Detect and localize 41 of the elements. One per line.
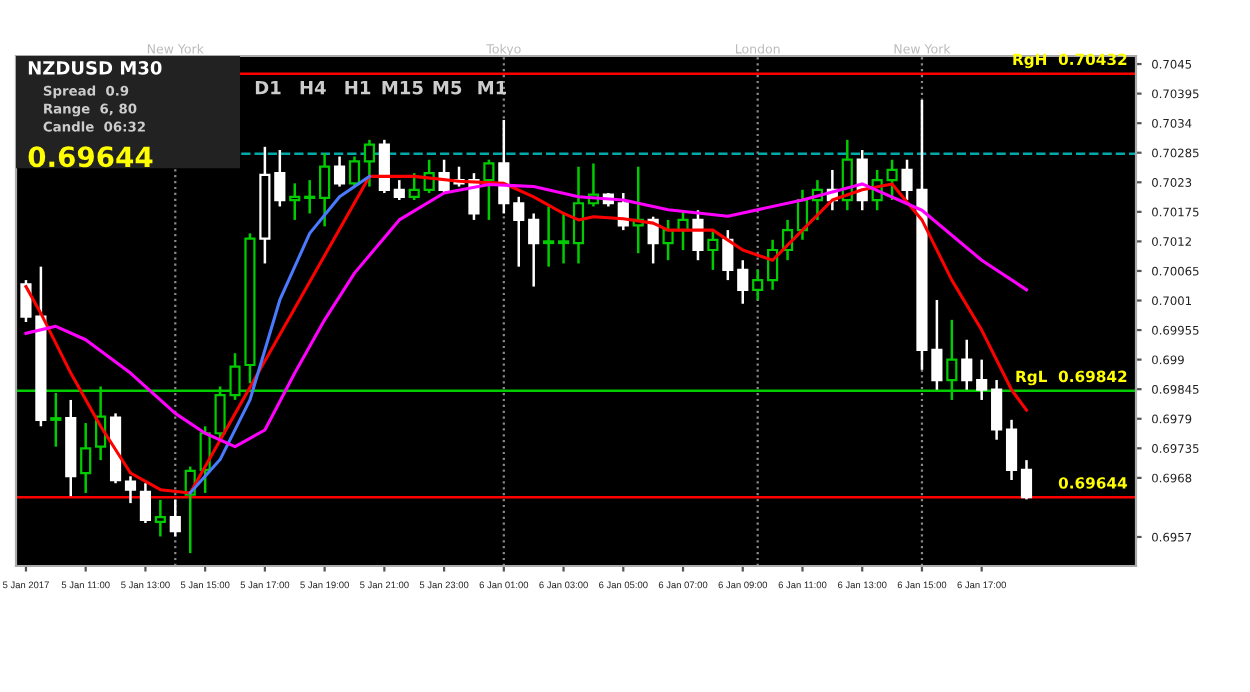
candlestick [363,138,376,188]
candlestick [557,212,570,265]
candlestick [169,498,181,538]
chart-title: NZDUSD M30 [28,61,162,75]
candlestick [333,155,346,188]
candlestick [80,421,92,495]
candlestick [752,268,764,302]
annotation: H4 [300,81,326,95]
candlestick [543,205,555,268]
annotation: 0.69644 [28,146,153,168]
candlestick [528,212,540,288]
candlestick [139,481,152,525]
candlestick [378,138,390,195]
candlestick [513,195,525,268]
candlestick [393,178,405,202]
candlestick [722,228,734,282]
candlestick [961,338,973,391]
annotation: M15 [382,81,423,95]
candlestick [483,158,495,222]
candlestick [274,148,286,208]
candlestick [154,498,166,538]
candlestick [677,208,689,252]
candlestick [692,208,704,262]
candlestick [408,171,420,202]
annotation: D1 [255,81,281,95]
candlestick [1005,418,1018,482]
candlestick [707,228,719,272]
candlestick [124,475,137,505]
candlestick [572,165,585,265]
annotation: M5 [433,81,462,95]
annotation: H1 [345,81,371,95]
candlestick [1020,458,1033,501]
candlestick [289,182,301,222]
candlestick [976,358,988,402]
candlestick [304,178,316,215]
candlestick [662,218,674,262]
candlestick [737,258,749,305]
candlestick [991,378,1003,441]
annotation: M1 [478,81,507,95]
candlestick [348,155,361,188]
candlestick [319,152,331,228]
